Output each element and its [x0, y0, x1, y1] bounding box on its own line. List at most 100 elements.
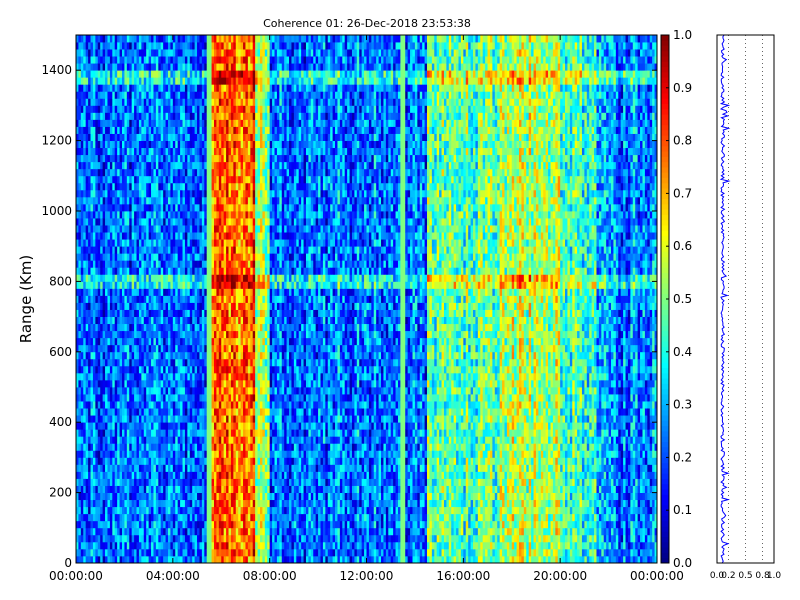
heatmap-cell — [160, 288, 164, 296]
heatmap-cell — [167, 520, 171, 529]
heatmap-cell — [180, 422, 183, 430]
heatmap-cell — [158, 358, 162, 367]
heatmap-cell — [85, 527, 89, 536]
heatmap-cell — [107, 408, 111, 416]
heatmap-cell — [134, 253, 137, 261]
heatmap-cell — [155, 119, 159, 127]
heatmap-cell — [184, 260, 188, 268]
heatmap-cell — [129, 133, 133, 141]
heatmap-cell — [112, 189, 116, 198]
heatmap-cell — [141, 196, 145, 205]
heatmap-cell — [172, 105, 176, 113]
heatmap-cell — [95, 478, 99, 486]
heatmap-cell — [80, 98, 84, 106]
heatmap-cell — [136, 408, 140, 416]
heatmap-cell — [88, 119, 91, 127]
heatmap-cell — [233, 161, 237, 170]
heatmap-cell — [90, 295, 94, 303]
heatmap-cell — [158, 478, 162, 486]
heatmap-cell — [97, 203, 101, 212]
heatmap-cell — [180, 302, 183, 310]
heatmap-cell — [88, 415, 91, 423]
heatmap-cell — [95, 429, 99, 437]
heatmap-cell — [184, 253, 188, 261]
heatmap-cell — [160, 309, 164, 317]
heatmap-cell — [197, 351, 200, 360]
heatmap-cell — [221, 295, 225, 303]
heatmap-cell — [95, 225, 99, 233]
heatmap-cell — [211, 189, 215, 198]
heatmap-cell — [134, 379, 137, 388]
heatmap-cell — [180, 168, 183, 177]
heatmap-cell — [100, 394, 104, 402]
heatmap-cell — [170, 126, 174, 134]
heatmap-cell — [180, 429, 183, 437]
heatmap-cell — [146, 365, 150, 374]
heatmap-cell — [119, 203, 123, 212]
heatmap-cell — [194, 541, 198, 550]
heatmap-cell — [100, 77, 104, 85]
heatmap-cell — [88, 105, 91, 113]
heatmap-cell — [163, 49, 166, 57]
heatmap-cell — [221, 196, 225, 205]
heatmap-cell — [189, 295, 193, 303]
heatmap-cell — [204, 457, 208, 465]
heatmap-cell — [160, 260, 164, 268]
heatmap-cell — [122, 91, 125, 99]
heatmap-cell — [194, 337, 198, 346]
heatmap-cell — [134, 70, 137, 78]
heatmap-cell — [175, 175, 179, 184]
heatmap-cell — [221, 379, 225, 388]
heatmap-cell — [122, 316, 125, 325]
heatmap-cell — [146, 267, 150, 275]
heatmap-cell — [167, 379, 171, 388]
heatmap-cell — [201, 281, 205, 289]
heatmap-cell — [235, 506, 239, 515]
heatmap-cell — [170, 168, 174, 177]
heatmap-cell — [85, 520, 89, 529]
heatmap-cell — [88, 358, 91, 367]
heatmap-cell — [102, 365, 106, 374]
heatmap-cell — [165, 372, 169, 381]
heatmap-cell — [235, 520, 239, 529]
heatmap-cell — [100, 274, 104, 282]
heatmap-cell — [165, 499, 169, 508]
heatmap-cell — [146, 379, 150, 388]
heatmap-cell — [167, 49, 171, 57]
heatmap-cell — [131, 140, 135, 149]
heatmap-cell — [151, 161, 154, 170]
heatmap-cell — [213, 471, 217, 479]
heatmap-cell — [95, 211, 99, 219]
heatmap-cell — [114, 147, 118, 156]
heatmap-cell — [114, 182, 118, 191]
heatmap-cell — [148, 485, 152, 493]
heatmap-cell — [182, 232, 186, 240]
heatmap-cell — [107, 225, 111, 233]
heatmap-cell — [102, 295, 106, 303]
heatmap-cell — [88, 422, 91, 430]
heatmap-cell — [223, 436, 227, 444]
heatmap-cell — [197, 513, 200, 522]
heatmap-cell — [122, 295, 125, 303]
heatmap-cell — [100, 35, 104, 43]
heatmap-cell — [148, 56, 152, 64]
heatmap-cell — [197, 182, 200, 191]
heatmap-cell — [85, 471, 89, 479]
heatmap-cell — [138, 351, 142, 360]
heatmap-cell — [107, 513, 111, 522]
heatmap-cell — [88, 436, 91, 444]
heatmap-cell — [136, 253, 140, 261]
heatmap-cell — [143, 548, 147, 557]
heatmap-cell — [112, 182, 116, 191]
heatmap-cell — [83, 415, 87, 423]
heatmap-cell — [129, 91, 133, 99]
heatmap-cell — [172, 379, 176, 388]
heatmap-cell — [119, 513, 123, 522]
heatmap-cell — [235, 471, 239, 479]
heatmap-cell — [228, 49, 232, 57]
heatmap-cell — [122, 126, 125, 134]
heatmap-cell — [233, 344, 237, 353]
heatmap-cell — [230, 344, 234, 353]
heatmap-cell — [230, 274, 234, 282]
heatmap-cell — [221, 225, 225, 233]
